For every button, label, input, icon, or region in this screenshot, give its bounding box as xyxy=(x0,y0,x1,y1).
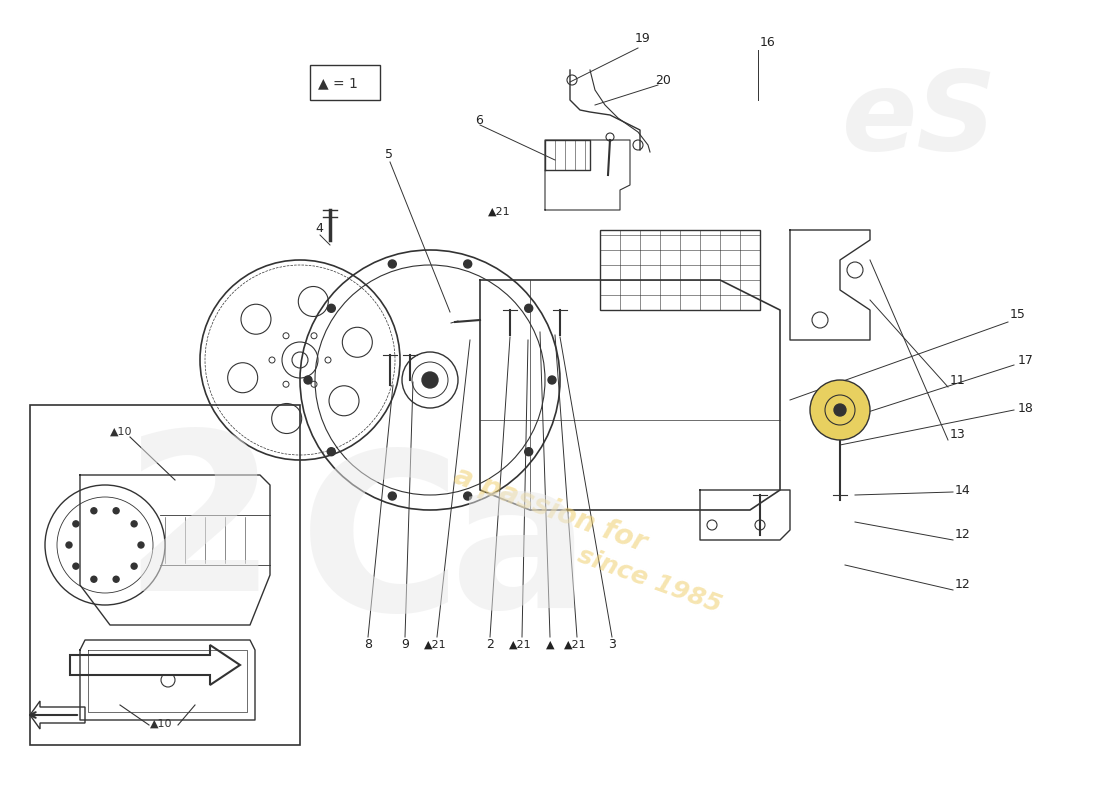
Circle shape xyxy=(91,576,97,582)
Text: ▲: ▲ xyxy=(546,640,554,650)
Circle shape xyxy=(525,304,532,312)
Text: 16: 16 xyxy=(760,35,775,49)
Circle shape xyxy=(388,492,396,500)
Text: 2: 2 xyxy=(486,638,494,651)
Text: 13: 13 xyxy=(950,429,966,442)
Text: 3: 3 xyxy=(608,638,616,651)
Text: ▲21: ▲21 xyxy=(508,640,531,650)
Circle shape xyxy=(548,376,556,384)
Text: since 1985: since 1985 xyxy=(575,543,725,617)
Circle shape xyxy=(328,304,336,312)
Text: ▲ = 1: ▲ = 1 xyxy=(318,76,358,90)
Text: 20: 20 xyxy=(654,74,671,86)
Polygon shape xyxy=(70,645,240,685)
Text: 12: 12 xyxy=(955,578,970,591)
Text: ▲21: ▲21 xyxy=(487,207,510,217)
Text: 18: 18 xyxy=(1018,402,1034,414)
Circle shape xyxy=(328,448,336,456)
Circle shape xyxy=(131,563,138,569)
Text: 8: 8 xyxy=(364,638,372,651)
Text: 12: 12 xyxy=(955,529,970,542)
Text: 15: 15 xyxy=(1010,309,1026,322)
Text: ▲21: ▲21 xyxy=(563,640,586,650)
Circle shape xyxy=(834,404,846,416)
Circle shape xyxy=(73,563,79,569)
Circle shape xyxy=(464,260,472,268)
Circle shape xyxy=(131,521,138,527)
Text: 17: 17 xyxy=(1018,354,1034,366)
Text: 2: 2 xyxy=(122,423,277,637)
Circle shape xyxy=(66,542,72,548)
Text: 11: 11 xyxy=(950,374,966,386)
Circle shape xyxy=(113,576,119,582)
Circle shape xyxy=(73,521,79,527)
Text: C: C xyxy=(298,443,462,657)
Circle shape xyxy=(91,508,97,514)
Circle shape xyxy=(113,508,119,514)
Text: 4: 4 xyxy=(315,222,323,234)
Text: ▲21: ▲21 xyxy=(424,640,447,650)
Text: 19: 19 xyxy=(635,31,651,45)
Text: 6: 6 xyxy=(475,114,483,126)
Circle shape xyxy=(810,380,870,440)
Bar xyxy=(30,405,300,745)
Circle shape xyxy=(138,542,144,548)
Circle shape xyxy=(304,376,312,384)
Bar xyxy=(600,230,760,310)
Circle shape xyxy=(422,372,438,388)
Polygon shape xyxy=(30,701,85,729)
Text: a passion for: a passion for xyxy=(450,462,650,558)
Text: a: a xyxy=(450,449,591,651)
Bar xyxy=(310,65,380,100)
Circle shape xyxy=(388,260,396,268)
Text: 14: 14 xyxy=(955,483,970,497)
Text: 5: 5 xyxy=(385,149,393,162)
Circle shape xyxy=(464,492,472,500)
Text: eS: eS xyxy=(843,66,998,174)
Text: ▲10: ▲10 xyxy=(150,719,173,729)
Text: ▲10: ▲10 xyxy=(110,427,132,437)
Circle shape xyxy=(525,448,532,456)
Text: 9: 9 xyxy=(402,638,409,651)
